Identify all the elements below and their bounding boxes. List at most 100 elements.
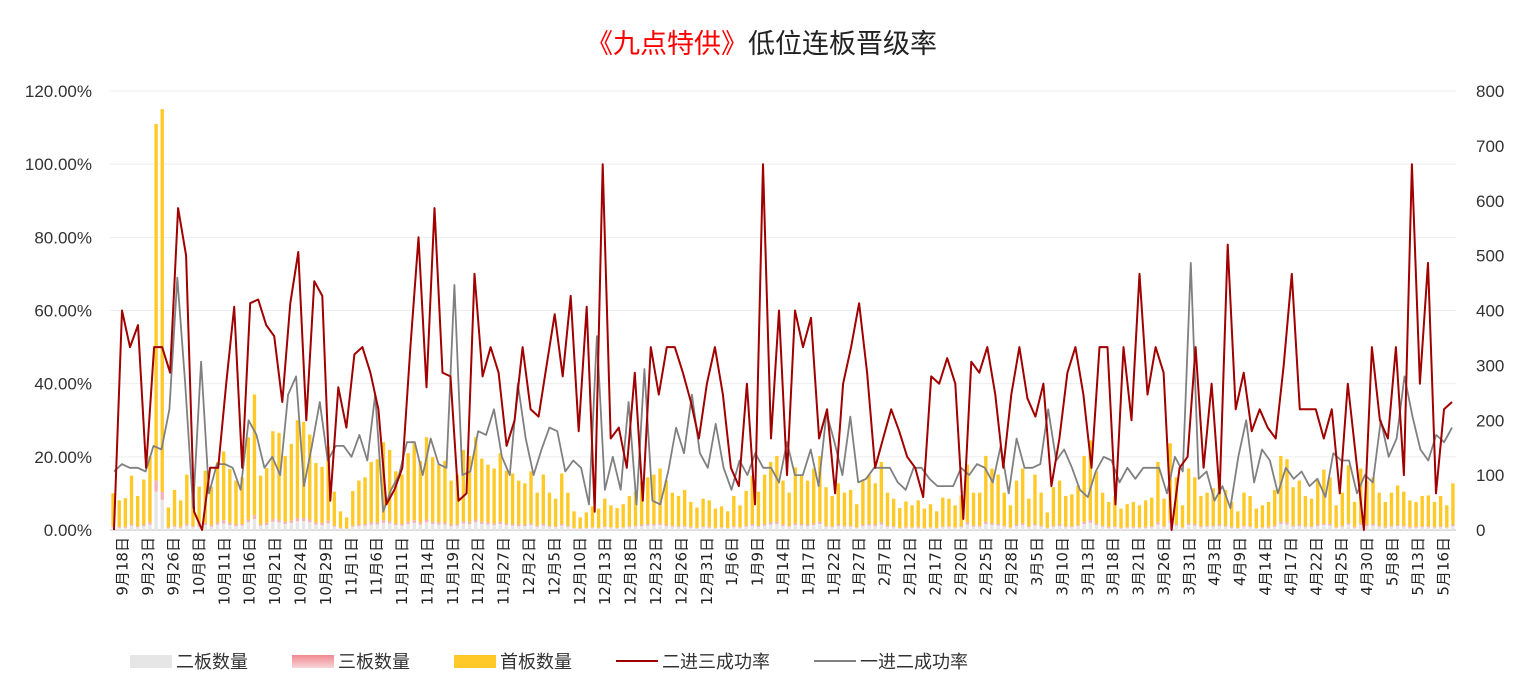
bar-three-board — [375, 522, 380, 525]
bar-three-board — [959, 526, 963, 528]
bar-first-board — [898, 508, 902, 528]
bar-two-board — [344, 528, 349, 530]
bar-three-board — [1389, 525, 1394, 527]
bar-two-board — [135, 527, 140, 530]
bar-first-board — [744, 491, 748, 526]
bar-two-board — [824, 526, 828, 530]
bar-two-board — [1408, 527, 1412, 530]
bar-three-board — [541, 523, 545, 526]
bar-three-board — [1002, 525, 1006, 527]
bar-three-board — [1150, 526, 1154, 528]
bar-three-board — [1057, 524, 1062, 527]
bar-two-board — [455, 525, 459, 530]
bar-two-board — [1260, 527, 1265, 530]
bar-first-board — [1272, 489, 1277, 526]
bar-first-board — [1438, 495, 1443, 527]
bar-three-board — [295, 517, 300, 522]
bar-three-board — [1174, 523, 1179, 526]
bar-two-board — [1002, 526, 1006, 530]
x-tick-label: 5月16日 — [1434, 537, 1452, 596]
bar-two-board — [412, 522, 416, 530]
bar-first-board — [953, 505, 957, 528]
bar-three-board — [1371, 523, 1375, 526]
bar-first-board — [1334, 505, 1338, 528]
bar-first-board — [910, 505, 914, 528]
bar-first-board — [848, 489, 853, 526]
bar-three-board — [1014, 524, 1019, 527]
bar-three-board — [756, 525, 761, 527]
y-right-tick-label: 600 — [1476, 192, 1504, 211]
bar-two-board — [1445, 527, 1449, 530]
bar-two-board — [1150, 527, 1154, 530]
bar-three-board — [1236, 527, 1240, 529]
bar-first-board — [836, 483, 841, 525]
bar-three-board — [879, 522, 884, 525]
bar-two-board — [603, 527, 607, 530]
bar-three-board — [498, 521, 502, 524]
bar-three-board — [547, 525, 552, 527]
bar-two-board — [553, 527, 558, 530]
bar-two-board — [1193, 525, 1197, 530]
x-tick-label: 11月19日 — [444, 537, 462, 605]
bar-two-board — [1402, 526, 1406, 530]
bar-first-board — [265, 467, 269, 523]
x-tick-label: 4月3日 — [1206, 537, 1224, 586]
bar-two-board — [1008, 527, 1013, 530]
bar-first-board — [111, 493, 115, 527]
bar-first-board — [197, 486, 201, 526]
bar-three-board — [1076, 525, 1080, 527]
bar-first-board — [873, 483, 877, 525]
bar-first-board — [855, 504, 859, 528]
bar-two-board — [1328, 525, 1332, 530]
bar-three-board — [1303, 526, 1308, 528]
bar-first-board — [947, 498, 951, 527]
bar-first-board — [805, 480, 810, 525]
legend-swatch-two-board — [130, 654, 172, 668]
bar-three-board — [713, 527, 718, 529]
bar-two-board — [474, 522, 478, 530]
bar-two-board — [289, 522, 294, 530]
bar-two-board — [1094, 525, 1099, 530]
bar-two-board — [541, 525, 545, 530]
bar-two-board — [154, 491, 158, 530]
bar-three-board — [572, 527, 576, 529]
bar-two-board — [1236, 528, 1240, 530]
bar-two-board — [215, 524, 220, 530]
bar-three-board — [1156, 522, 1160, 525]
bar-first-board — [1131, 502, 1136, 527]
bar-first-board — [750, 475, 754, 524]
bar-first-board — [215, 461, 220, 523]
bar-two-board — [861, 526, 865, 530]
bar-first-board — [418, 460, 423, 523]
chart-title: 《九点特供》低位连板晋级率 — [0, 22, 1523, 61]
bar-two-board — [381, 522, 386, 530]
bar-three-board — [1322, 523, 1326, 526]
x-tick-label: 3月18日 — [1104, 537, 1122, 596]
y-right-tick-label: 100 — [1476, 466, 1504, 485]
bar-three-board — [1088, 520, 1092, 523]
bar-three-board — [234, 524, 238, 527]
bar-three-board — [916, 526, 920, 528]
bar-three-board — [492, 523, 496, 526]
bar-three-board — [326, 520, 330, 524]
bar-two-board — [885, 526, 890, 530]
x-tick-label: 11月6日 — [368, 537, 386, 596]
bar-first-board — [1365, 480, 1369, 525]
bar-two-board — [1051, 526, 1056, 530]
bar-first-board — [271, 431, 275, 520]
bar-three-board — [762, 523, 767, 526]
bar-first-board — [578, 517, 582, 529]
bar-first-board — [1137, 505, 1142, 528]
bar-first-board — [455, 474, 459, 524]
bar-first-board — [228, 469, 232, 523]
bar-three-board — [1162, 526, 1166, 528]
legend-item-two-board: 二板数量 — [130, 648, 248, 674]
bar-two-board — [793, 525, 797, 530]
bar-first-board — [732, 495, 736, 527]
bar-first-board — [1082, 455, 1086, 522]
bar-two-board — [848, 526, 853, 530]
bar-three-board — [867, 523, 871, 526]
bar-three-board — [455, 523, 459, 526]
bar-first-board — [1322, 469, 1326, 524]
